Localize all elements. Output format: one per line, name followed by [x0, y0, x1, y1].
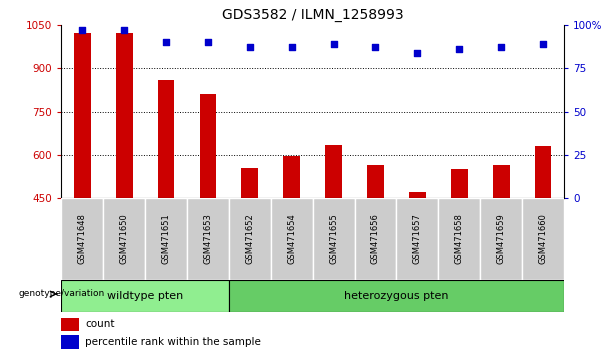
FancyBboxPatch shape: [271, 198, 313, 280]
Text: GSM471648: GSM471648: [78, 213, 87, 264]
Point: [370, 45, 380, 50]
Point: [245, 45, 255, 50]
FancyBboxPatch shape: [522, 198, 564, 280]
FancyBboxPatch shape: [438, 198, 480, 280]
FancyBboxPatch shape: [61, 280, 229, 312]
Point: [538, 41, 548, 47]
Text: GSM471650: GSM471650: [120, 213, 129, 264]
Point: [454, 46, 464, 52]
FancyBboxPatch shape: [103, 198, 145, 280]
Text: GSM471652: GSM471652: [245, 213, 254, 264]
Point: [161, 39, 171, 45]
Point: [413, 50, 422, 55]
Text: GSM471657: GSM471657: [413, 213, 422, 264]
Text: heterozygous pten: heterozygous pten: [344, 291, 449, 301]
Text: GSM471656: GSM471656: [371, 213, 380, 264]
FancyBboxPatch shape: [229, 280, 564, 312]
Text: GSM471651: GSM471651: [161, 213, 170, 264]
FancyBboxPatch shape: [354, 198, 397, 280]
Bar: [409, 193, 425, 198]
Bar: [158, 80, 175, 198]
Bar: [61, 335, 80, 349]
Point: [203, 39, 213, 45]
Text: GSM471658: GSM471658: [455, 213, 464, 264]
Text: GSM471654: GSM471654: [287, 213, 296, 264]
Point: [287, 45, 297, 50]
FancyBboxPatch shape: [397, 198, 438, 280]
Point: [77, 27, 87, 33]
Text: count: count: [85, 319, 115, 329]
Point: [496, 45, 506, 50]
FancyBboxPatch shape: [313, 198, 354, 280]
Text: wildtype pten: wildtype pten: [107, 291, 183, 301]
Title: GDS3582 / ILMN_1258993: GDS3582 / ILMN_1258993: [222, 8, 403, 22]
Text: GSM471660: GSM471660: [538, 213, 547, 264]
Bar: [535, 146, 552, 198]
Text: genotype/variation: genotype/variation: [18, 290, 105, 298]
Point: [329, 41, 338, 47]
FancyBboxPatch shape: [145, 198, 187, 280]
Bar: [283, 156, 300, 198]
Text: GSM471655: GSM471655: [329, 213, 338, 264]
FancyBboxPatch shape: [61, 198, 103, 280]
FancyBboxPatch shape: [480, 198, 522, 280]
Bar: [116, 33, 132, 198]
Text: GSM471659: GSM471659: [497, 213, 506, 264]
Bar: [451, 169, 468, 198]
Bar: [367, 165, 384, 198]
FancyBboxPatch shape: [187, 198, 229, 280]
Bar: [74, 33, 91, 198]
Bar: [61, 318, 80, 331]
FancyBboxPatch shape: [229, 198, 271, 280]
Point: [119, 27, 129, 33]
Bar: [199, 94, 216, 198]
Text: GSM471653: GSM471653: [204, 213, 213, 264]
Text: percentile rank within the sample: percentile rank within the sample: [85, 337, 261, 347]
Bar: [325, 145, 342, 198]
Bar: [493, 165, 509, 198]
Bar: [242, 168, 258, 198]
